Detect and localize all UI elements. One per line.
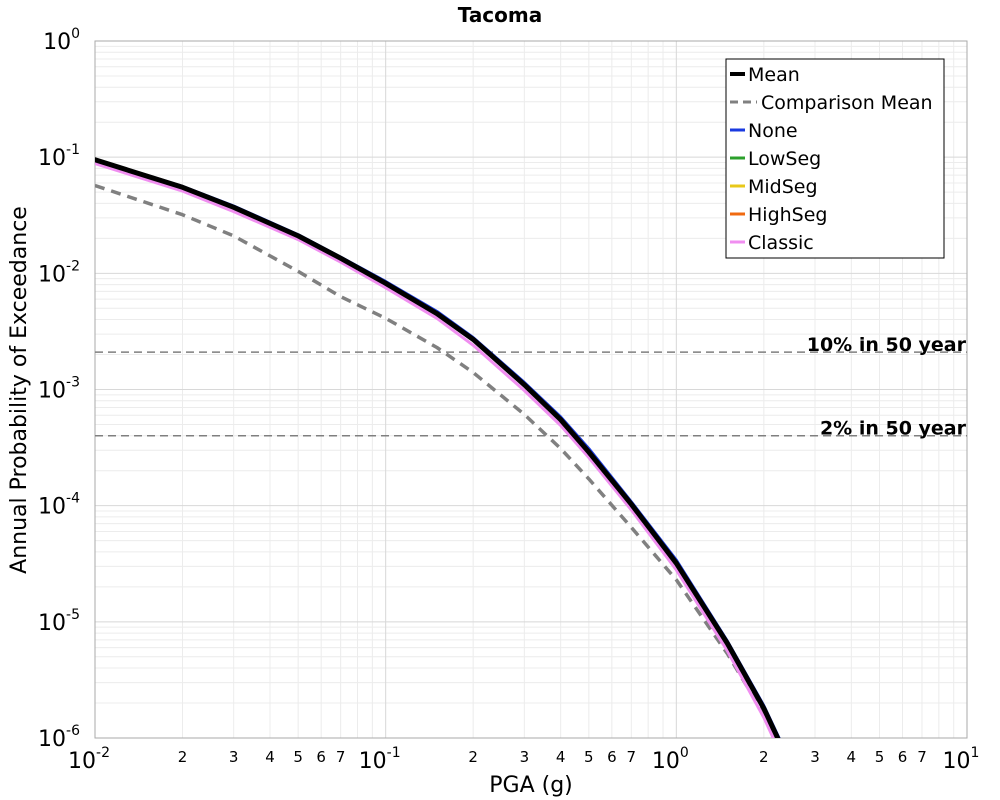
x-minor-tick-label: 7 — [917, 748, 927, 766]
y-axis-label: Annual Probability of Exceedance — [7, 206, 32, 574]
x-minor-tick-label: 4 — [556, 748, 566, 766]
y-tick-label: 10-1 — [38, 142, 80, 171]
x-minor-tick-label: 6 — [607, 748, 617, 766]
x-minor-tick-label: 6 — [316, 748, 326, 766]
legend-box — [725, 58, 945, 259]
x-minor-tick-label: 3 — [810, 748, 820, 766]
x-tick-label: 10-2 — [68, 745, 110, 774]
series-line-classic — [95, 162, 775, 738]
y-tick-label: 10-6 — [38, 723, 80, 752]
legend-label: Mean — [748, 64, 800, 86]
x-minor-tick-label: 5 — [875, 748, 885, 766]
x-minor-tick-label: 5 — [584, 748, 594, 766]
series-lines — [95, 157, 781, 738]
x-tick-label: 101 — [943, 745, 980, 774]
legend-label: MidSeg — [748, 176, 818, 198]
x-minor-tick-label: 7 — [627, 748, 637, 766]
y-axis-tick-labels: 100 10-1 10-2 10-3 10-4 10-5 10-6 — [38, 26, 80, 752]
chart-title: Tacoma — [458, 3, 543, 27]
x-minor-tick-label: 2 — [759, 748, 769, 766]
y-tick-label: 10-3 — [38, 375, 80, 404]
x-minor-tick-label: 5 — [293, 748, 303, 766]
reference-lines: 10% in 50 year 2% in 50 year — [95, 334, 967, 440]
x-minor-tick-label: 6 — [898, 748, 908, 766]
x-minor-tick-label: 3 — [520, 748, 530, 766]
x-minor-tick-label: 4 — [265, 748, 275, 766]
y-tick-label: 100 — [43, 26, 80, 55]
x-axis-label: PGA (g) — [489, 773, 573, 798]
x-minor-tick-label: 4 — [847, 748, 857, 766]
reference-line-label: 10% in 50 year — [807, 334, 967, 356]
legend-label: Comparison Mean — [761, 92, 933, 114]
plot-area-border — [94, 40, 968, 739]
x-tick-label: 100 — [652, 745, 689, 774]
x-minor-tick-label: 7 — [336, 748, 346, 766]
legend-label: LowSeg — [748, 148, 821, 170]
y-tick-label: 10-4 — [38, 491, 80, 520]
x-minor-tick-label: 3 — [229, 748, 239, 766]
legend-label: HighSeg — [748, 204, 827, 226]
series-line-lowseg — [95, 158, 779, 738]
legend-label: None — [748, 120, 798, 142]
series-line-midseg — [95, 158, 779, 738]
y-tick-label: 10-2 — [38, 258, 80, 287]
reference-line-label: 2% in 50 year — [820, 418, 967, 440]
series-line-comparison-mean — [95, 183, 777, 738]
legend-label: Classic — [748, 232, 814, 254]
legend: Mean Comparison Mean None LowSeg MidSeg HighS… — [725, 58, 945, 259]
series-line-highseg — [95, 158, 779, 738]
series-line-none — [95, 157, 781, 738]
x-tick-label: 10-1 — [359, 745, 401, 774]
y-tick-label: 10-5 — [38, 607, 80, 636]
major-grid — [95, 41, 967, 738]
x-minor-tick-label: 2 — [178, 748, 188, 766]
x-minor-tick-label: 2 — [468, 748, 478, 766]
series-line-mean — [95, 157, 781, 738]
